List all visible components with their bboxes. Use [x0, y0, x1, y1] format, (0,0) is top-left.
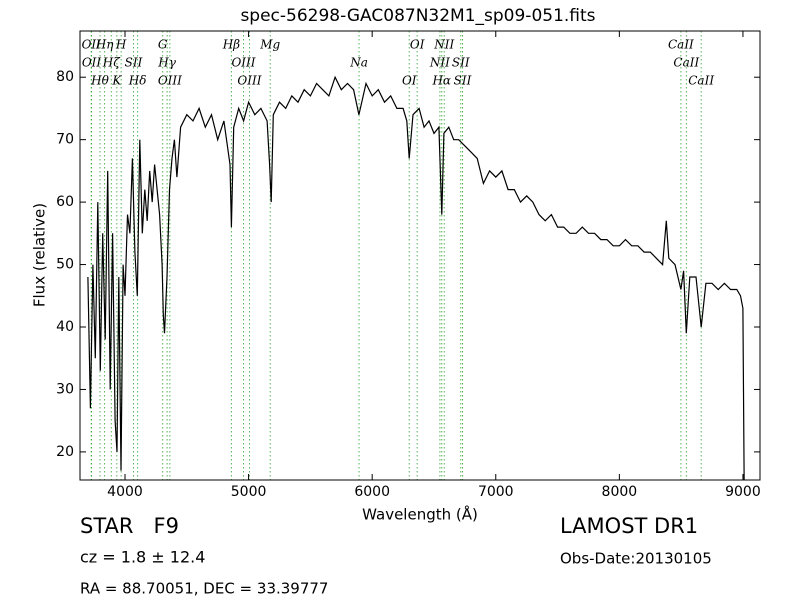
- x-tick-label: 9000: [725, 484, 761, 500]
- x-tick-label: 6000: [354, 484, 390, 500]
- y-tick-label: 30: [56, 381, 74, 397]
- y-tick-label: 20: [56, 444, 74, 460]
- spectral-line-label: CaII: [688, 74, 714, 88]
- spectral-line-label: OI: [410, 38, 425, 52]
- spectral-line-label: CaII: [668, 38, 694, 52]
- spectral-line-label: OII: [82, 38, 102, 52]
- spectral-line-label: OI: [402, 74, 417, 88]
- spectral-line-label: Hβ: [222, 38, 240, 52]
- redshift: cz = 1.8 ± 12.4: [80, 548, 205, 567]
- y-axis-label: Flux (relative): [31, 203, 49, 307]
- y-tick-label: 80: [56, 69, 74, 85]
- spectral-line-label: NII: [429, 56, 450, 70]
- spectral-line-label: SII: [452, 56, 470, 70]
- data-release: LAMOST DR1: [560, 514, 698, 538]
- spectral-line-label: OIII: [237, 74, 261, 88]
- spectral-line-label: G: [158, 38, 168, 52]
- x-tick-label: 8000: [602, 484, 638, 500]
- spectral-line-label: Hγ: [157, 56, 176, 70]
- spectral-line-label: K: [111, 74, 122, 88]
- y-tick-label: 60: [56, 194, 74, 210]
- x-axis-label: Wavelength (Å): [362, 505, 478, 524]
- spectral-line-label: OII: [82, 56, 102, 70]
- x-tick-label: 5000: [231, 484, 267, 500]
- spectral-line-label: Hη: [95, 38, 114, 52]
- x-tick-label: 4000: [107, 484, 143, 500]
- spectral-line-label: OIII: [158, 74, 182, 88]
- spectral-line-label: Mg: [259, 38, 280, 52]
- spectral-line-label: Hθ: [90, 74, 109, 88]
- spectral-line-label: Hζ: [102, 56, 121, 70]
- spectral-class: STAR F9: [80, 514, 179, 538]
- spectral-line-label: OIII: [231, 56, 255, 70]
- spectral-line-label: SII: [454, 74, 472, 88]
- x-tick-label: 7000: [478, 484, 514, 500]
- y-tick-label: 50: [56, 257, 74, 273]
- spectrum-line: [87, 75, 745, 480]
- spectral-line-label: SII: [125, 56, 143, 70]
- spectral-line-label: H: [115, 38, 127, 52]
- axes-frame: [79, 30, 761, 481]
- spectral-line-label: Hα: [431, 74, 451, 88]
- spectral-line-label: Hδ: [128, 74, 147, 88]
- obs-date: Obs-Date:20130105: [560, 550, 712, 568]
- coordinates: RA = 88.70051, DEC = 33.39777: [80, 580, 328, 598]
- y-tick-label: 70: [56, 132, 74, 148]
- chart-title: spec-56298-GAC087N32M1_sp09-051.fits: [240, 6, 595, 26]
- spectral-line-label: NII: [433, 38, 454, 52]
- spectral-line-label: Na: [349, 56, 368, 70]
- plot-area: [87, 31, 745, 480]
- spectral-line-label: CaII: [673, 56, 699, 70]
- y-tick-label: 40: [56, 319, 74, 335]
